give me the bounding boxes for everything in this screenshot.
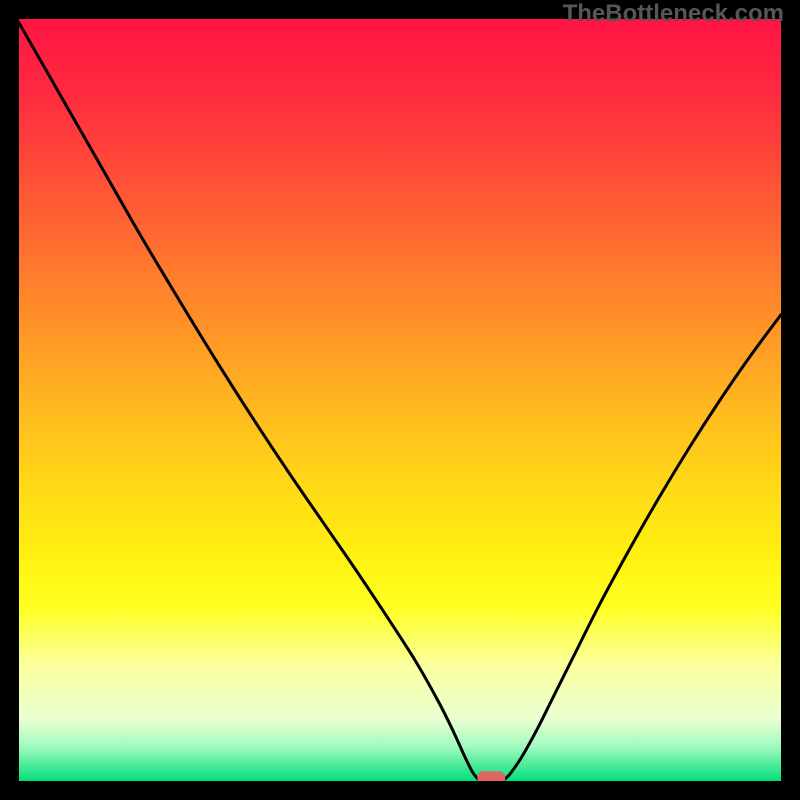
curve-svg (19, 19, 781, 781)
border-right (781, 0, 800, 800)
border-bottom (0, 781, 800, 800)
chart-container: TheBottleneck.com (0, 0, 800, 800)
plot-area (19, 19, 781, 781)
border-left (0, 0, 19, 800)
curve-left-branch (19, 23, 478, 779)
watermark-text: TheBottleneck.com (563, 0, 784, 28)
curve-right-branch (505, 315, 781, 779)
